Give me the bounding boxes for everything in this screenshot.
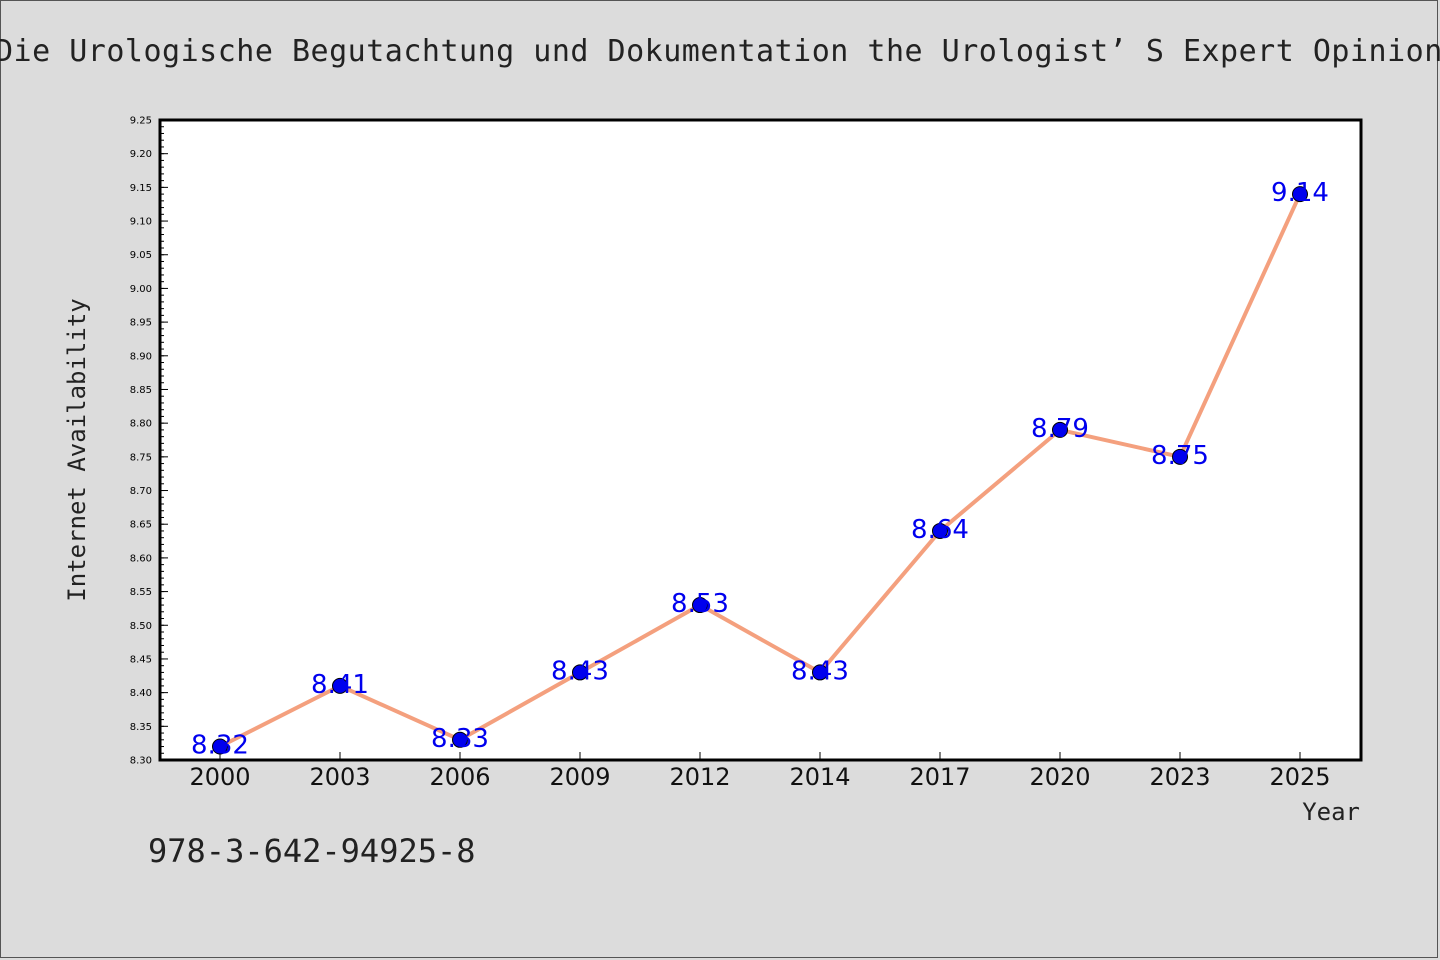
data-label: 8.43 xyxy=(551,656,609,686)
y-axis-title: Internet Availability xyxy=(63,298,91,601)
data-point xyxy=(1052,421,1068,438)
y-tick-label: 9.10 xyxy=(130,217,152,228)
data-label: 8.32 xyxy=(191,731,249,761)
series-line xyxy=(219,193,1302,749)
data-point xyxy=(1172,448,1188,465)
data-label: 8.75 xyxy=(1151,441,1209,471)
isbn-code: 978-3-642-94925-8 xyxy=(148,832,476,870)
data-point xyxy=(932,522,948,539)
x-tick-label: 2023 xyxy=(1149,763,1210,791)
data-label: 8.53 xyxy=(671,589,729,619)
x-tick-label: 2006 xyxy=(429,763,490,791)
y-tick-label: 8.70 xyxy=(130,486,152,497)
data-point xyxy=(572,664,588,681)
data-label: 9.14 xyxy=(1271,178,1329,208)
data-point xyxy=(332,677,348,694)
data-point xyxy=(692,597,708,614)
data-point xyxy=(1292,186,1308,203)
y-tick-label: 8.50 xyxy=(130,621,152,632)
y-tick-label: 8.55 xyxy=(130,587,152,598)
y-tick-label: 9.00 xyxy=(130,284,152,295)
y-tick-label: 8.75 xyxy=(130,452,152,463)
y-tick-label: 8.80 xyxy=(130,419,152,430)
x-tick-label: 2000 xyxy=(189,763,250,791)
x-tick-label: 2025 xyxy=(1269,763,1330,791)
data-label: 8.43 xyxy=(791,656,849,686)
data-labels: 8.32 8.41 8.33 8.43 8.53 8.43 8.64 8.79 8.75 9.14 xyxy=(191,178,1329,760)
data-label: 8.33 xyxy=(431,724,489,754)
x-tick-label: 2014 xyxy=(789,763,850,791)
y-tick-label: 8.30 xyxy=(130,756,152,767)
y-axis: 8.30 8.35 8.40 8.45 8.50 8.55 8.60 8.65 8.70 8.75… xyxy=(130,116,168,767)
y-tick-label: 9.25 xyxy=(130,116,152,127)
x-axis-title: Year xyxy=(1302,798,1360,826)
y-tick-label: 9.05 xyxy=(130,250,152,261)
data-label: 8.64 xyxy=(911,515,969,545)
y-tick-label: 8.60 xyxy=(130,553,152,564)
y-tick-label: 9.15 xyxy=(130,183,152,194)
data-point xyxy=(452,731,468,748)
y-tick-label: 8.95 xyxy=(130,318,152,329)
data-point xyxy=(212,738,228,755)
x-tick-label: 2009 xyxy=(549,763,610,791)
chart-title: Die Urologische Begutachtung und Dokumen… xyxy=(0,34,1440,69)
y-tick-label: 8.45 xyxy=(130,654,152,665)
y-tick-label: 8.40 xyxy=(130,688,152,699)
data-markers xyxy=(212,186,1308,755)
data-label: 8.79 xyxy=(1031,414,1089,444)
y-tick-label: 8.35 xyxy=(130,722,152,733)
y-tick-label: 8.65 xyxy=(130,520,152,531)
y-tick-label: 8.85 xyxy=(130,385,152,396)
y-tick-label: 9.20 xyxy=(130,149,152,160)
x-tick-label: 2020 xyxy=(1029,763,1090,791)
x-tick-label: 2003 xyxy=(309,763,370,791)
data-point xyxy=(812,664,828,681)
y-tick-label: 8.90 xyxy=(130,351,152,362)
plot-area xyxy=(158,118,1363,762)
x-tick-label: 2012 xyxy=(669,763,730,791)
x-tick-label: 2017 xyxy=(909,763,970,791)
x-axis: 2000 2003 2006 2009 2012 2014 2017 2020 2023 2025 xyxy=(189,752,1331,791)
data-label: 8.41 xyxy=(311,670,369,700)
